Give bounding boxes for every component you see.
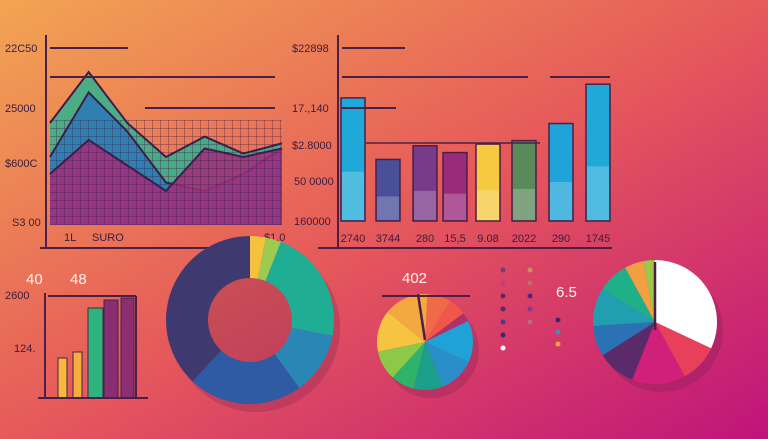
legend-dot [500, 293, 506, 299]
x-tick-label: 9.08 [477, 233, 498, 245]
x-tick-label: 280 [416, 233, 434, 245]
slice [625, 261, 655, 322]
y-tick-label: 160000 [294, 216, 331, 228]
x-tick-label: 15,5 [444, 233, 465, 245]
pie-chart [592, 260, 723, 392]
bar [103, 299, 119, 399]
bar [57, 357, 68, 399]
slice [274, 327, 333, 388]
slice [257, 237, 281, 281]
legend-dot [500, 280, 506, 286]
slice [425, 301, 464, 342]
bar-highlight [377, 196, 399, 220]
slice [377, 342, 425, 378]
x-tick-label: 2022 [512, 233, 536, 245]
value-label: 48 [70, 271, 87, 288]
slice [593, 322, 655, 356]
bar-highlight [587, 166, 609, 220]
x-tick-label: SURO [92, 232, 124, 244]
slice [377, 311, 425, 352]
grid-overlay [50, 120, 282, 225]
slice [602, 322, 655, 380]
legend-dot [500, 267, 506, 273]
slice [165, 236, 250, 382]
y-tick-label: 22C50 [5, 43, 37, 55]
pie-value-label: 402 [402, 270, 427, 287]
legend-dot [527, 267, 533, 273]
bar [585, 83, 611, 222]
bar-chart: $22898 17.,140 $2.8000 50 0000 160000 27… [292, 35, 612, 249]
slice [632, 322, 685, 384]
bar [475, 143, 501, 222]
slice [655, 260, 717, 349]
bar [72, 351, 83, 399]
slice [425, 313, 469, 342]
bar [340, 97, 366, 222]
bar-highlight [414, 190, 436, 220]
pie-chart [377, 294, 479, 398]
bar [87, 307, 104, 399]
y-tick-label: 25000 [5, 103, 36, 115]
pie-value-label: 6.5 [556, 284, 577, 301]
x-tick-label: 2740 [341, 233, 365, 245]
x-tick-label: 290 [552, 233, 570, 245]
bar-highlight [513, 188, 535, 220]
slice [192, 350, 300, 404]
y-tick-label: $2.8000 [292, 140, 332, 152]
x-tick-label: 1745 [586, 233, 610, 245]
legend-dot [500, 319, 506, 325]
y-tick-label: 124. [14, 343, 35, 355]
legend-dot [555, 329, 561, 335]
slice [425, 294, 451, 342]
slice [655, 322, 712, 377]
bar [548, 122, 574, 222]
legend-dot [527, 280, 533, 286]
bar [511, 139, 537, 222]
x-tick-label: 3744 [376, 233, 400, 245]
y-tick-label: 17.,140 [292, 103, 329, 115]
bar [120, 297, 135, 399]
slice [387, 294, 428, 342]
slice [250, 236, 266, 279]
bar-highlight [444, 193, 466, 220]
bar-highlight [550, 182, 572, 220]
bar [375, 158, 401, 222]
legend-dot [500, 332, 506, 338]
slice [602, 267, 655, 322]
legend-dot [527, 306, 533, 312]
small-bar-chart: 40 48 2600 124. [5, 271, 148, 399]
legend-dot [527, 293, 533, 299]
legend-dot [555, 341, 561, 347]
legend-dot [555, 317, 561, 323]
y-tick-label: S3 00 [12, 217, 41, 229]
donut-chart [165, 236, 340, 412]
legend-dot [527, 319, 533, 325]
value-label: 40 [26, 271, 43, 288]
slice [413, 342, 444, 390]
x-tick-label: 1L [64, 232, 76, 244]
y-tick-label: 50 0000 [294, 176, 334, 188]
y-tick-label: 2600 [5, 290, 29, 302]
bar-highlight [477, 190, 499, 220]
slice [643, 260, 655, 322]
slice [265, 241, 334, 336]
bar-highlight [342, 171, 364, 220]
y-tick-label: $22898 [292, 43, 329, 55]
slice [592, 288, 655, 326]
slice [425, 342, 469, 387]
legend-dots [500, 267, 561, 351]
slice [392, 342, 425, 389]
legend-dot [500, 306, 506, 312]
area-chart: 22C50 25000 $600C S3 00 1L SURO $1.0 [5, 35, 290, 249]
slice [425, 321, 474, 362]
y-tick-label: $600C [5, 158, 37, 170]
pie-pointer [416, 293, 427, 341]
bar [412, 145, 438, 222]
bar [442, 151, 468, 222]
legend-dot [500, 345, 506, 351]
